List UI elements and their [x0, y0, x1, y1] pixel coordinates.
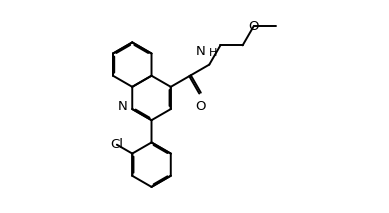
Text: O: O — [249, 20, 259, 33]
Text: O: O — [195, 100, 205, 113]
Text: N: N — [196, 45, 205, 58]
Text: H: H — [209, 48, 218, 58]
Text: N: N — [117, 100, 127, 113]
Text: Cl: Cl — [110, 138, 123, 151]
